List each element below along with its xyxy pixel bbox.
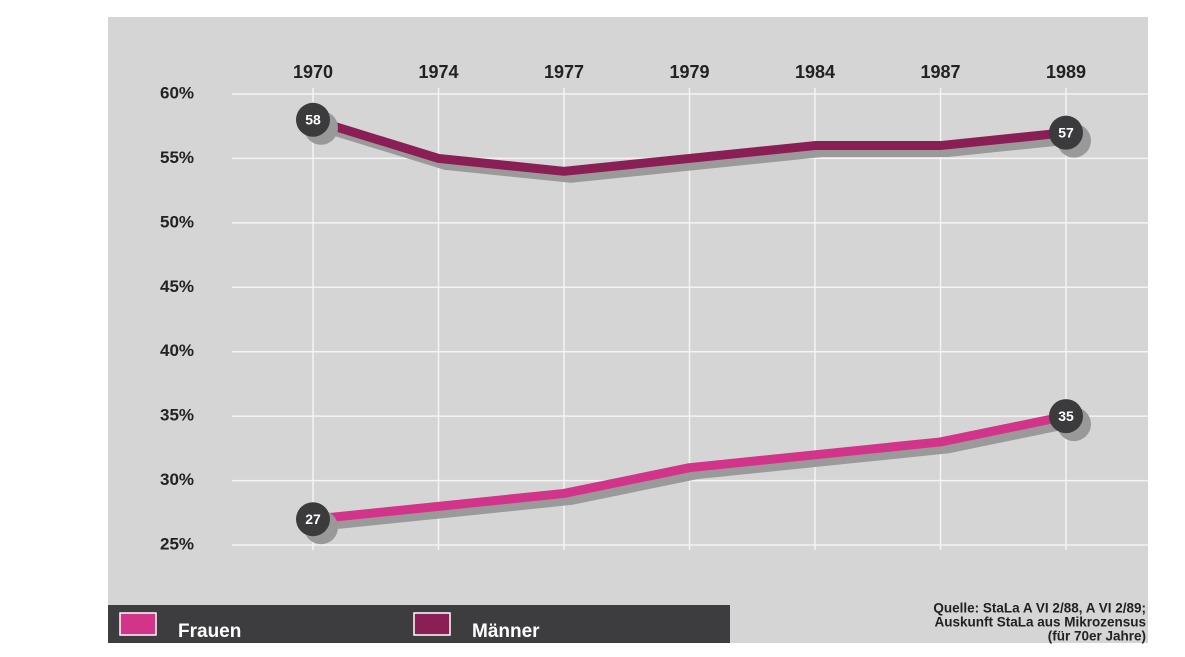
label-badge <box>296 102 330 137</box>
y-tick-label: 25% <box>160 534 194 553</box>
x-tick-label: 1989 <box>1046 62 1086 82</box>
y-tick-label: 30% <box>160 470 194 489</box>
data-label: 35 <box>1058 408 1074 424</box>
source-note: Auskunft StaLa aus Mikrozensus <box>934 615 1146 630</box>
legend-swatch <box>413 612 451 636</box>
x-tick-label: 1970 <box>293 62 333 82</box>
label-badge <box>1049 115 1083 150</box>
source-note: (für 70er Jahre) <box>1048 629 1146 644</box>
x-tick-label: 1987 <box>920 62 960 82</box>
series-line <box>312 411 1067 524</box>
x-tick-label: 1977 <box>544 62 584 82</box>
x-tick-label: 1984 <box>795 62 835 82</box>
y-tick-label: 50% <box>160 212 194 231</box>
chart-panel <box>108 17 1148 643</box>
x-tick-label: 1974 <box>418 62 458 82</box>
legend-label: Frauen <box>178 621 241 642</box>
legend-swatch <box>119 612 157 636</box>
x-tick-label: 1979 <box>669 62 709 82</box>
source-note: Quelle: StaLa A VI 2/88, A VI 2/89; <box>933 601 1146 616</box>
y-tick-label: 40% <box>160 341 194 360</box>
y-tick-label: 60% <box>160 83 194 102</box>
line-shadow <box>319 418 1074 531</box>
data-label: 58 <box>305 111 321 127</box>
label-badge <box>1049 399 1083 434</box>
y-tick-label: 45% <box>160 277 194 296</box>
label-badge <box>296 502 330 537</box>
y-tick-label: 35% <box>160 406 194 425</box>
y-tick-label: 55% <box>160 148 194 167</box>
series-line <box>311 115 1067 176</box>
line-shadow <box>318 122 1074 183</box>
legend-label: Männer <box>472 621 540 642</box>
data-label: 27 <box>305 511 321 527</box>
data-label: 57 <box>1058 124 1074 140</box>
